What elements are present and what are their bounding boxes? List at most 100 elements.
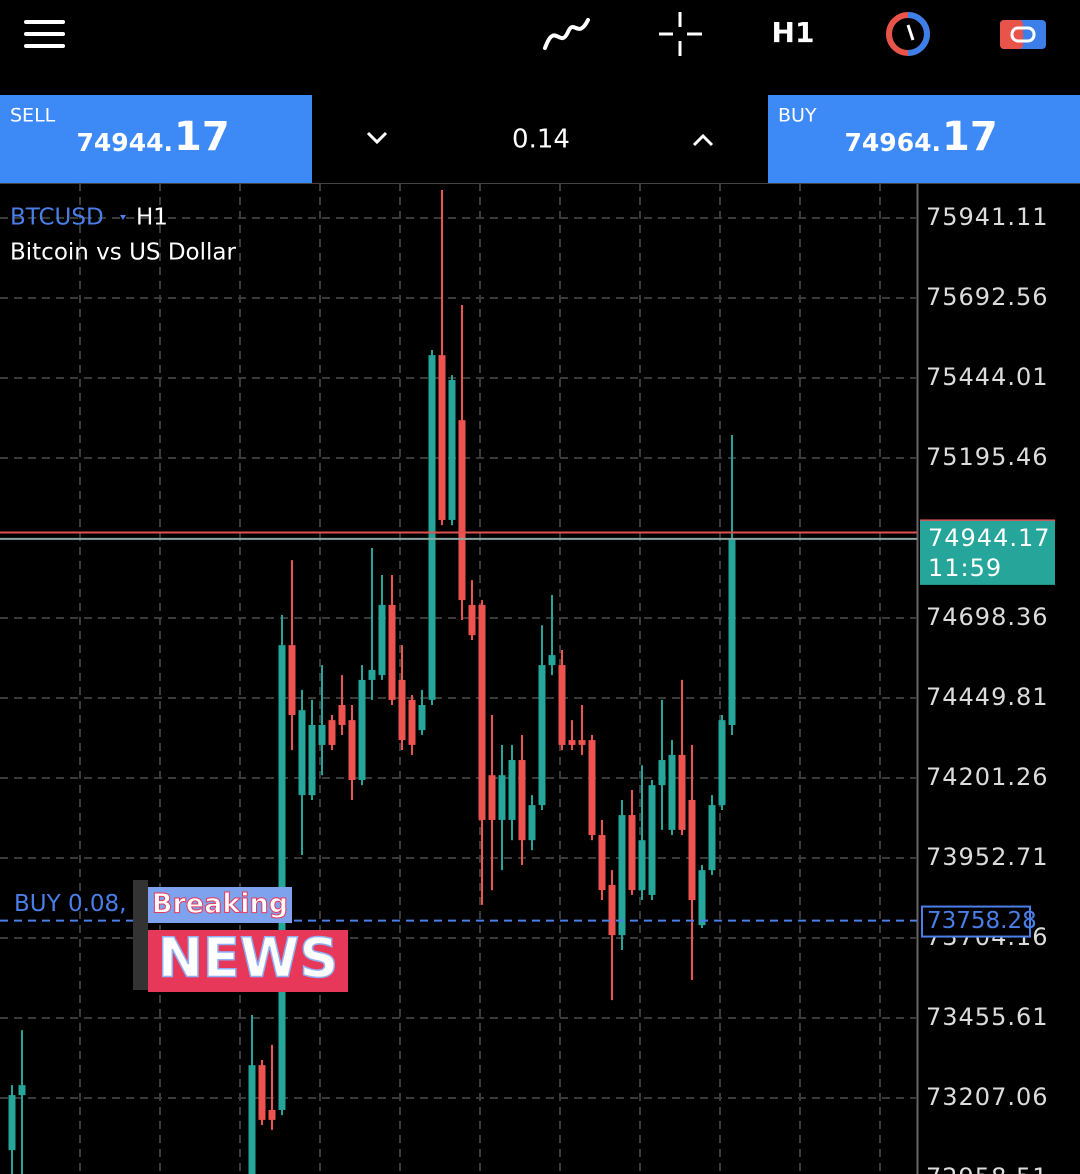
candle-body xyxy=(328,720,336,745)
y-tick-label: 74698.36 xyxy=(926,603,1049,631)
y-tick-label: 73952.71 xyxy=(926,843,1049,871)
buy-label: BUY xyxy=(778,105,817,127)
candle-body xyxy=(508,760,516,820)
candle-body xyxy=(448,379,456,520)
candle-body xyxy=(358,679,366,781)
candle-body xyxy=(18,1085,26,1096)
candle-body xyxy=(468,604,476,636)
buy-price: 74964. xyxy=(845,128,941,157)
y-tick-label: 75692.56 xyxy=(926,283,1049,311)
symbol-dropdown[interactable] xyxy=(120,215,126,220)
candle-body xyxy=(598,835,606,891)
bid-label-box xyxy=(920,520,1055,585)
candle-body xyxy=(618,815,626,936)
buy-price-fraction: 17 xyxy=(942,114,998,160)
candle-body xyxy=(418,705,426,731)
candle-body xyxy=(278,645,286,1110)
candle-body xyxy=(458,420,466,601)
candle-body xyxy=(718,720,726,806)
order-label: BUY 0.08, xyxy=(14,891,127,917)
candle-body xyxy=(478,604,486,820)
price-axis: 75941.11 75692.56 75444.01 75195.46 74698.36… xyxy=(926,203,1049,1174)
sell-price-fraction: 17 xyxy=(174,114,230,160)
trade-toggle-button[interactable] xyxy=(1000,20,1046,49)
candle-body xyxy=(338,705,346,725)
y-tick-label: 73455.61 xyxy=(926,1003,1049,1031)
y-tick-label: 73207.06 xyxy=(926,1083,1049,1111)
price-lines xyxy=(0,531,917,922)
y-tick-label: 75941.11 xyxy=(926,203,1049,231)
candle-body xyxy=(368,669,376,680)
menu-button[interactable] xyxy=(24,20,65,48)
buy-button[interactable] xyxy=(768,95,1080,183)
candle-body xyxy=(258,1065,266,1120)
order-price-box xyxy=(921,905,1031,938)
candle-body xyxy=(438,355,446,520)
news-banner xyxy=(148,930,348,992)
news-shadow xyxy=(133,880,148,990)
news-overlay: Breaking NEWS xyxy=(133,880,348,992)
symbol[interactable]: BTCUSD xyxy=(10,205,104,231)
toolbar: H1 xyxy=(24,12,1046,56)
candle-body xyxy=(518,760,526,841)
candle-body xyxy=(548,655,556,666)
candle-body xyxy=(298,710,306,796)
candle-body xyxy=(698,870,706,926)
sell-price: 74944. xyxy=(77,128,173,157)
bar-countdown: 11:59 xyxy=(928,554,1002,582)
candle-body xyxy=(708,805,716,871)
trade-panel: SELL 74944. 17 0.14 BUY 74964. 17 xyxy=(0,95,1080,183)
symbol-description: Bitcoin vs US Dollar xyxy=(10,240,236,266)
sell-label: SELL xyxy=(10,105,56,127)
chart-timeframe: H1 xyxy=(136,205,168,231)
candle-body xyxy=(318,724,326,745)
one-click-button[interactable] xyxy=(886,12,930,56)
candle-body xyxy=(408,699,416,745)
candle-body xyxy=(658,760,666,786)
candle-body xyxy=(388,604,396,700)
candle-body xyxy=(568,740,576,745)
candle-body xyxy=(288,645,296,715)
volume-up[interactable] xyxy=(692,133,714,147)
candle-body xyxy=(538,665,546,806)
indicators-button[interactable] xyxy=(543,18,590,50)
candle-body xyxy=(268,1109,276,1120)
news-tag xyxy=(148,887,292,923)
candle-body xyxy=(558,665,566,745)
candle-body xyxy=(8,1095,16,1151)
y-tick-label: 72958.51 xyxy=(926,1163,1049,1174)
candle-body xyxy=(608,884,616,936)
candle-body xyxy=(348,720,356,781)
candle-body xyxy=(688,799,696,901)
candle-body xyxy=(488,775,496,820)
candle-body xyxy=(678,754,686,830)
candle-body xyxy=(498,775,506,820)
grid xyxy=(0,183,917,1174)
y-tick-label: 75444.01 xyxy=(926,363,1049,391)
candle-body xyxy=(528,805,536,841)
candle-body xyxy=(588,740,596,836)
y-tick-label: 74201.26 xyxy=(926,763,1049,791)
crosshair-button[interactable] xyxy=(659,12,702,56)
candle-body xyxy=(308,724,316,796)
candle-body xyxy=(638,840,646,891)
candle-body xyxy=(728,538,736,725)
order-price-label: 73758.28 xyxy=(927,908,1037,934)
news-line1: Breaking xyxy=(152,889,288,920)
bid-price-label: 74944.17 xyxy=(928,524,1051,552)
candle-body xyxy=(628,815,636,891)
y-tick-label: 75195.46 xyxy=(926,443,1049,471)
candles xyxy=(8,190,736,1174)
news-line2: NEWS xyxy=(158,927,339,990)
volume[interactable]: 0.14 xyxy=(512,125,570,155)
candle-body xyxy=(648,785,656,895)
sell-button[interactable] xyxy=(0,95,312,183)
candle-body xyxy=(378,604,386,676)
candle-body xyxy=(578,740,586,745)
candle-body xyxy=(248,1065,256,1174)
timeframe-button[interactable]: H1 xyxy=(772,16,815,49)
volume-down[interactable] xyxy=(366,131,388,145)
candle-body xyxy=(428,355,436,700)
